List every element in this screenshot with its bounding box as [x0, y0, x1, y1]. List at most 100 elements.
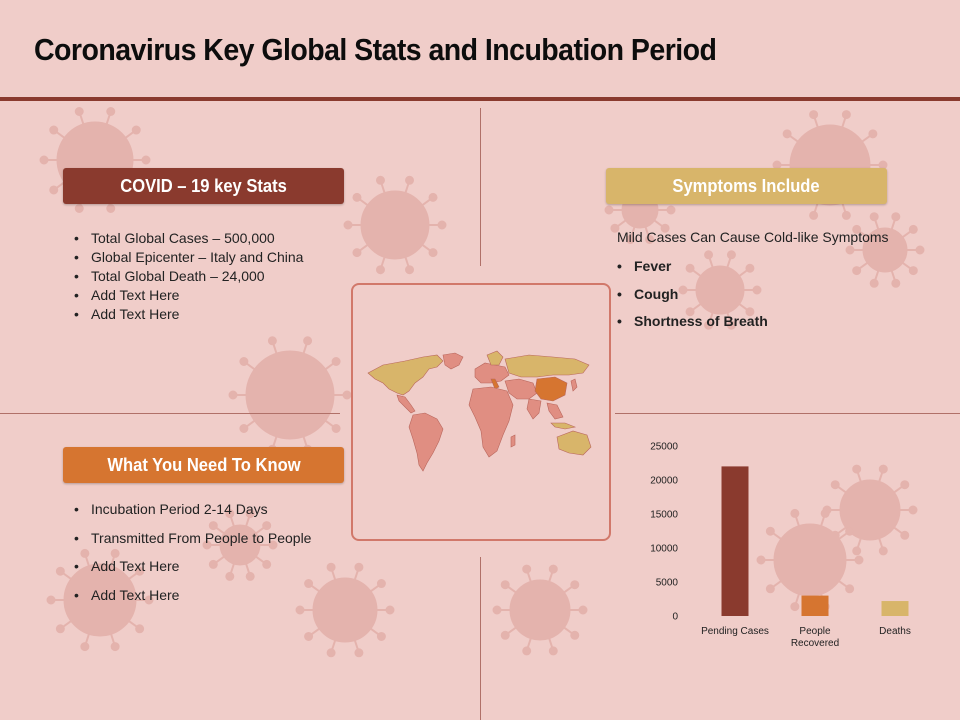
virus-spike-tip: [845, 526, 855, 536]
virus-spike-tip: [352, 192, 362, 202]
virus-spike-tip: [604, 205, 614, 215]
virus-spike-tip: [854, 555, 864, 565]
virus-spike-tip: [55, 624, 65, 634]
virus-spike-tip: [790, 602, 800, 612]
horizontal-divider-left: [0, 413, 340, 414]
virus-spike-tip: [106, 204, 116, 214]
virus-spike-tip: [405, 265, 415, 275]
virus-spike-tip: [228, 390, 238, 400]
central-asia-shape: [504, 378, 538, 400]
list-item: Shortness of Breath: [617, 308, 768, 336]
virus-spike-tip: [354, 648, 364, 658]
world-map-icon: [367, 350, 592, 472]
virus-particle: [245, 350, 335, 440]
x-tick-label: Pending Cases: [701, 626, 769, 637]
bar: [721, 466, 749, 616]
virus-spike-tip: [908, 266, 918, 276]
virus-spike-tip: [135, 624, 145, 634]
title-divider: [0, 97, 960, 101]
virus-spike-tip: [303, 336, 313, 346]
virus-spike-tip: [46, 595, 56, 605]
virus-spike-tip: [80, 642, 90, 652]
virus-spike-tip: [891, 278, 901, 288]
list-item: Transmitted From People to People: [74, 524, 311, 553]
page-title: Coronavirus Key Global Stats and Incubat…: [34, 32, 717, 67]
virus-spike-tip: [666, 205, 676, 215]
map-frame: [351, 283, 611, 541]
virus-spike-tip: [326, 562, 336, 572]
virus-spike-tip: [354, 562, 364, 572]
scandinavia-shape: [486, 350, 504, 366]
virus-spike-tip: [852, 224, 862, 234]
virus-spike-tip: [878, 464, 888, 474]
know-header-label: What You Need To Know: [106, 454, 301, 475]
symptoms-header-label: Symptoms Include: [672, 175, 821, 196]
virus-particle: [509, 579, 571, 641]
x-tick-label: People Recovered: [791, 626, 839, 649]
virus-particle: [312, 577, 378, 643]
north-america-shape: [367, 354, 444, 396]
virus-spike-tip: [74, 106, 84, 116]
virus-spike-tip: [660, 223, 670, 233]
virus-spike-tip: [845, 245, 855, 255]
virus-spike-tip: [900, 480, 910, 490]
virus-spike-tip: [141, 155, 151, 165]
y-tick-label: 5000: [656, 578, 679, 589]
y-tick-label: 10000: [650, 544, 678, 555]
virus-spike-tip: [765, 526, 775, 536]
virus-spike-tip: [522, 564, 532, 574]
virus-spike-tip: [49, 185, 59, 195]
virus-spike-tip: [852, 546, 862, 556]
symptoms-list: Fever Cough Shortness of Breath: [617, 253, 768, 336]
virus-spike-tip: [841, 110, 851, 120]
virus-spike-tip: [343, 220, 353, 230]
horizontal-divider-right: [615, 413, 960, 414]
europe-shape: [474, 362, 510, 384]
list-item: Cough: [617, 281, 768, 309]
australia-shape: [556, 430, 592, 456]
virus-spike-tip: [55, 566, 65, 576]
south-america-shape: [408, 412, 444, 472]
virus-spike-tip: [405, 175, 415, 185]
bar: [881, 601, 909, 616]
virus-spike-tip: [326, 648, 336, 658]
y-tick-label: 25000: [650, 442, 678, 453]
virus-spike-tip: [428, 192, 438, 202]
virus-spike-tip: [500, 630, 510, 640]
list-item: Add Text Here: [74, 305, 303, 324]
list-item: Global Epicenter – Italy and China: [74, 248, 303, 267]
virus-spike-tip: [437, 220, 447, 230]
virus-spike-tip: [239, 424, 249, 434]
virus-spike-tip: [809, 210, 819, 220]
virus-spike-tip: [376, 631, 386, 641]
virus-spike-tip: [790, 508, 800, 518]
virus-spike-tip: [852, 464, 862, 474]
japan-shape: [570, 378, 578, 392]
virus-spike-tip: [869, 278, 879, 288]
vertical-divider-top: [480, 108, 481, 266]
virus-spike-tip: [110, 642, 120, 652]
list-item: Add Text Here: [74, 552, 311, 581]
virus-spike-tip: [908, 505, 918, 515]
know-header-badge: What You Need To Know: [63, 447, 344, 483]
virus-spike-tip: [900, 530, 910, 540]
indonesia-shape: [550, 422, 577, 430]
list-item: Add Text Here: [74, 581, 311, 610]
central-america-shape: [396, 394, 416, 414]
virus-spike-tip: [239, 356, 249, 366]
china-shape: [534, 376, 568, 402]
virus-spike-tip: [891, 212, 901, 222]
virus-spike-tip: [645, 234, 655, 244]
symptoms-intro: Mild Cases Can Cause Cold-like Symptoms: [617, 229, 889, 245]
southeast-asia-shape: [546, 402, 564, 420]
virus-spike-tip: [39, 155, 49, 165]
virus-spike-tip: [578, 605, 588, 615]
virus-spike-tip: [74, 204, 84, 214]
greenland-shape: [442, 352, 464, 370]
india-shape: [526, 398, 542, 420]
virus-spike-tip: [841, 210, 851, 220]
list-item: Total Global Death – 24,000: [74, 267, 303, 286]
symptoms-header-badge: Symptoms Include: [606, 168, 887, 204]
virus-spike-tip: [49, 125, 59, 135]
virus-spike-tip: [500, 580, 510, 590]
